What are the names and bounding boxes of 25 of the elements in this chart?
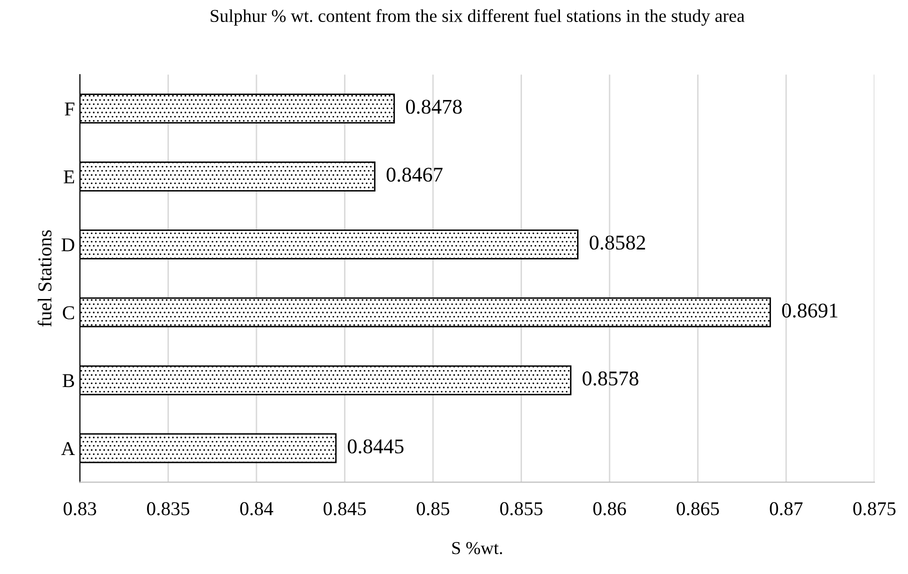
data-label: 0.8691 (782, 304, 838, 318)
data-label: 0.8578 (582, 371, 638, 386)
x-tick-label: 0.84 (240, 502, 274, 516)
data-label: 0.8467 (386, 168, 443, 182)
x-tick-label: 0.865 (676, 502, 719, 516)
x-tick-label: 0.85 (416, 502, 450, 516)
y-tick-label: A (61, 442, 75, 455)
x-axis-title: S %wt. (452, 542, 502, 554)
chart-title: Sulphur % wt. content from the six different fuel stations in the study area (210, 9, 745, 26)
data-label: 0.8478 (406, 100, 462, 114)
x-tick-label: 0.86 (593, 502, 626, 516)
x-tick-label: 0.875 (853, 502, 896, 516)
x-tick-label: 0.835 (147, 502, 190, 516)
x-tick-label: 0.87 (770, 502, 803, 516)
y-axis-title: fuel Stations (38, 230, 52, 327)
y-tick-label: F (64, 102, 74, 116)
x-tick-label: 0.845 (324, 502, 366, 516)
y-tick-label: E (64, 170, 74, 184)
data-label: 0.8582 (590, 236, 646, 250)
x-tick-label: 0.855 (500, 502, 542, 516)
y-tick-label: D (62, 238, 74, 252)
y-tick-label: C (62, 306, 74, 320)
y-tick-label: B (62, 374, 74, 388)
data-label: 0.8445 (348, 439, 404, 454)
x-tick-label: 0.83 (64, 502, 96, 516)
